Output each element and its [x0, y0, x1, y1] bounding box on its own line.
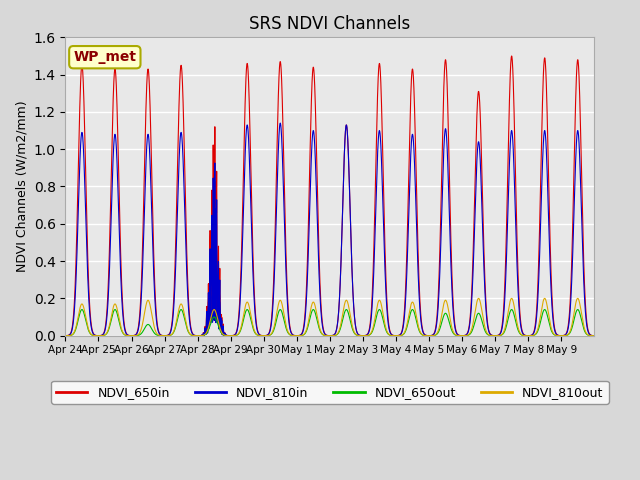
NDVI_810in — [61, 333, 69, 338]
Y-axis label: NDVI Channels (W/m2/mm): NDVI Channels (W/m2/mm) — [15, 101, 28, 272]
NDVI_650in — [170, 297, 177, 302]
NDVI_810in — [398, 330, 406, 336]
NDVI_650in — [444, 117, 452, 123]
NDVI_810in — [591, 333, 598, 338]
NDVI_810out — [584, 332, 592, 338]
NDVI_810out — [509, 300, 517, 305]
Line: NDVI_810in: NDVI_810in — [65, 123, 595, 336]
NDVI_810out — [478, 307, 486, 312]
Line: NDVI_650out: NDVI_650out — [65, 310, 595, 336]
NDVI_810out — [591, 333, 598, 338]
NDVI_810in — [585, 330, 593, 336]
NDVI_810in — [276, 120, 284, 126]
NDVI_650in — [195, 333, 203, 338]
NDVI_650out — [444, 315, 452, 321]
NDVI_650in — [61, 333, 69, 338]
NDVI_650out — [478, 318, 486, 324]
NDVI_650out — [61, 333, 69, 338]
NDVI_810in — [170, 305, 177, 311]
NDVI_810out — [397, 333, 405, 338]
Line: NDVI_650in: NDVI_650in — [65, 56, 595, 336]
NDVI_650in — [397, 329, 405, 335]
NDVI_810in — [478, 207, 486, 213]
NDVI_650out — [397, 333, 405, 338]
Legend: NDVI_650in, NDVI_810in, NDVI_650out, NDVI_810out: NDVI_650in, NDVI_810in, NDVI_650out, NDV… — [51, 381, 609, 404]
NDVI_650out — [170, 329, 178, 335]
NDVI_810out — [170, 328, 177, 334]
NDVI_810in — [444, 176, 452, 182]
NDVI_810out — [61, 333, 69, 338]
NDVI_650in — [478, 168, 486, 173]
NDVI_810out — [444, 304, 452, 310]
NDVI_650out — [78, 307, 86, 312]
NDVI_650out — [509, 310, 517, 316]
Line: NDVI_810out: NDVI_810out — [65, 299, 595, 336]
NDVI_650in — [510, 96, 518, 101]
NDVI_810out — [574, 296, 582, 301]
Text: WP_met: WP_met — [74, 50, 136, 64]
NDVI_810in — [510, 159, 518, 165]
NDVI_810in — [195, 333, 203, 338]
Title: SRS NDVI Channels: SRS NDVI Channels — [249, 15, 410, 33]
NDVI_650out — [584, 332, 592, 338]
NDVI_650out — [591, 333, 598, 338]
NDVI_650in — [508, 53, 515, 59]
NDVI_650in — [585, 329, 593, 335]
NDVI_650in — [591, 333, 598, 338]
